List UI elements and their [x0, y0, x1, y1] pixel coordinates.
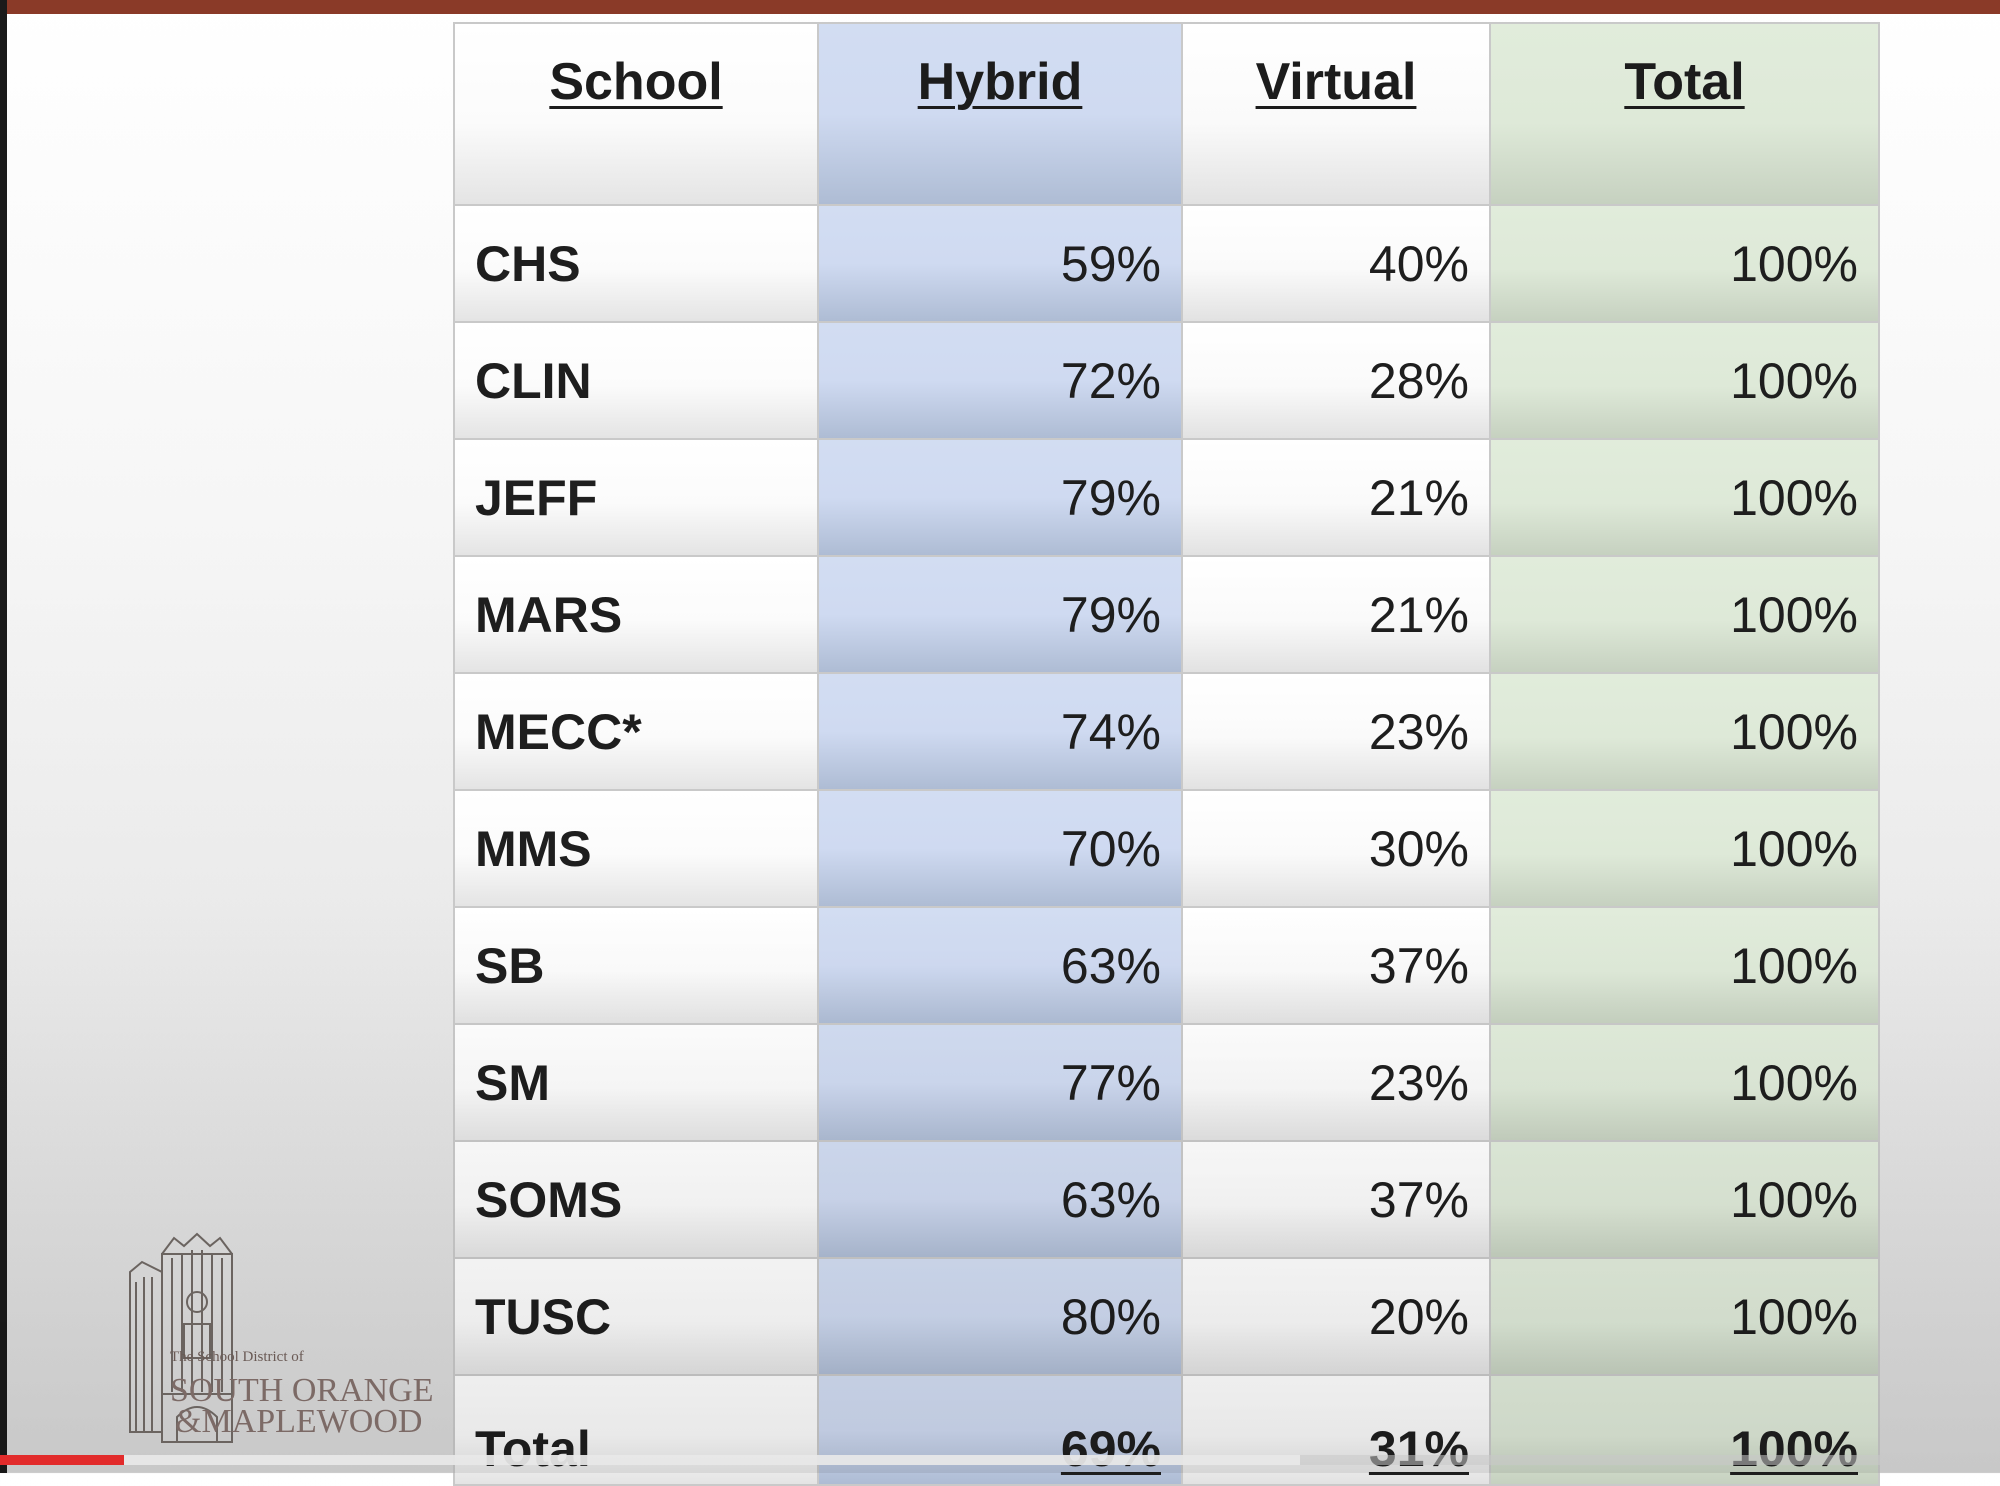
logo-caption: The School District of: [170, 1349, 304, 1365]
table-row: CHS 59% 40% 100%: [453, 204, 1880, 323]
logo-name-line-2: &MAPLEWOOD: [175, 1403, 423, 1440]
cell-virtual: 23%: [1181, 672, 1491, 791]
cell-hybrid: 70%: [817, 789, 1183, 908]
cell-total: 100%: [1489, 1257, 1880, 1376]
cell-virtual: 37%: [1181, 906, 1491, 1025]
total-virtual-value: 31%: [1368, 1421, 1469, 1477]
cell-school: SB: [453, 906, 819, 1025]
cell-virtual: 28%: [1181, 321, 1491, 440]
cell-total: 100%: [1489, 1023, 1880, 1142]
cell-school: CLIN: [453, 321, 819, 440]
cell-virtual: 37%: [1181, 1140, 1491, 1259]
cell-school: SM: [453, 1023, 819, 1142]
table-row: SM 77% 23% 100%: [453, 1023, 1880, 1142]
header-virtual: Virtual: [1181, 22, 1491, 206]
total-hybrid-value: 69%: [1060, 1421, 1161, 1477]
header-total: Total: [1489, 22, 1880, 206]
cell-hybrid: 77%: [817, 1023, 1183, 1142]
table-row: JEFF 79% 21% 100%: [453, 438, 1880, 557]
cell-hybrid: 63%: [817, 1140, 1183, 1259]
cell-hybrid: 59%: [817, 204, 1183, 323]
cell-hybrid: 74%: [817, 672, 1183, 791]
video-progress-bar[interactable]: [0, 1455, 2000, 1465]
cell-school: CHS: [453, 204, 819, 323]
cell-total: 100%: [1489, 789, 1880, 908]
cell-hybrid: 63%: [817, 906, 1183, 1025]
cell-school: JEFF: [453, 438, 819, 557]
cell-virtual: 21%: [1181, 438, 1491, 557]
cell-school: MECC*: [453, 672, 819, 791]
cell-total: 100%: [1489, 672, 1880, 791]
table-row: MECC* 74% 23% 100%: [453, 672, 1880, 791]
table-row: SOMS 63% 37% 100%: [453, 1140, 1880, 1259]
enrollment-table: School Hybrid Virtual Total CHS 59% 40% …: [453, 22, 1880, 1486]
cell-total: 100%: [1489, 321, 1880, 440]
cell-virtual: 20%: [1181, 1257, 1491, 1376]
cell-hybrid: 79%: [817, 438, 1183, 557]
table-header-row: School Hybrid Virtual Total: [453, 22, 1880, 206]
cell-total: 100%: [1489, 438, 1880, 557]
slide-title-bar: [0, 0, 2000, 14]
total-total-value: 100%: [1730, 1421, 1858, 1477]
cell-total: 100%: [1489, 204, 1880, 323]
video-left-edge: [0, 0, 7, 1473]
cell-school: MMS: [453, 789, 819, 908]
table-total-row: Total 69% 31% 100%: [453, 1374, 1880, 1486]
cell-school: TUSC: [453, 1257, 819, 1376]
table-row: TUSC 80% 20% 100%: [453, 1257, 1880, 1376]
cell-virtual: 30%: [1181, 789, 1491, 908]
cell-total-total: 100%: [1489, 1374, 1880, 1486]
table-row: MARS 79% 21% 100%: [453, 555, 1880, 674]
cell-virtual: 40%: [1181, 204, 1491, 323]
cell-total: 100%: [1489, 1140, 1880, 1259]
cell-total: 100%: [1489, 555, 1880, 674]
district-logo-icon: [129, 1232, 233, 1443]
cell-total-hybrid: 69%: [817, 1374, 1183, 1486]
cell-total: 100%: [1489, 906, 1880, 1025]
video-played-bar: [0, 1455, 124, 1465]
logo-name-line-1: SOUTH ORANGE: [170, 1372, 434, 1409]
table-row: SB 63% 37% 100%: [453, 906, 1880, 1025]
cell-total-label: Total: [453, 1374, 819, 1486]
cell-hybrid: 80%: [817, 1257, 1183, 1376]
header-hybrid: Hybrid: [817, 22, 1183, 206]
cell-virtual: 23%: [1181, 1023, 1491, 1142]
cell-total-virtual: 31%: [1181, 1374, 1491, 1486]
header-hybrid-label: Hybrid: [917, 53, 1083, 111]
table-row: CLIN 72% 28% 100%: [453, 321, 1880, 440]
header-virtual-label: Virtual: [1255, 53, 1417, 111]
header-school-label: School: [549, 53, 723, 111]
cell-virtual: 21%: [1181, 555, 1491, 674]
header-total-label: Total: [1624, 53, 1745, 111]
header-school: School: [453, 22, 819, 206]
cell-hybrid: 79%: [817, 555, 1183, 674]
cell-school: SOMS: [453, 1140, 819, 1259]
cell-school: MARS: [453, 555, 819, 674]
video-buffered-bar: [0, 1455, 1300, 1465]
cell-hybrid: 72%: [817, 321, 1183, 440]
table-row: MMS 70% 30% 100%: [453, 789, 1880, 908]
